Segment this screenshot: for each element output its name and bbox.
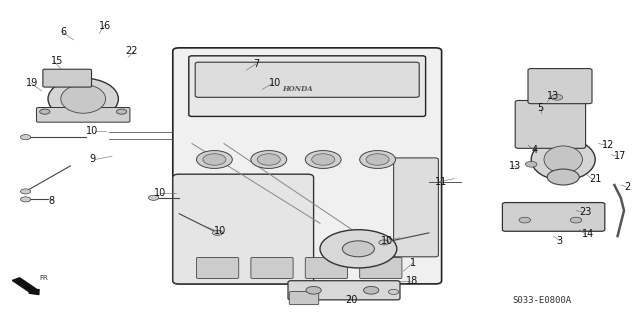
Text: 10: 10 (269, 78, 281, 88)
Text: 22: 22 (125, 46, 138, 56)
FancyBboxPatch shape (251, 257, 293, 278)
FancyBboxPatch shape (305, 257, 348, 278)
Circle shape (342, 241, 374, 257)
Text: 3: 3 (557, 236, 563, 246)
Text: HONDA: HONDA (282, 85, 313, 93)
Text: FR: FR (40, 275, 49, 281)
Circle shape (20, 135, 31, 140)
FancyBboxPatch shape (173, 174, 314, 284)
FancyBboxPatch shape (36, 108, 130, 122)
Text: 4: 4 (531, 145, 538, 155)
Ellipse shape (61, 85, 106, 113)
Text: 10: 10 (381, 236, 393, 246)
FancyBboxPatch shape (528, 69, 592, 104)
Text: 10: 10 (214, 226, 227, 236)
Circle shape (570, 217, 582, 223)
Text: 12: 12 (602, 140, 614, 150)
Circle shape (116, 109, 127, 114)
Circle shape (257, 154, 280, 165)
Circle shape (212, 230, 223, 235)
FancyBboxPatch shape (394, 158, 438, 257)
Text: 17: 17 (614, 151, 627, 161)
FancyBboxPatch shape (189, 56, 426, 116)
Text: 23: 23 (579, 207, 591, 217)
Text: 14: 14 (582, 229, 595, 240)
Text: 18: 18 (406, 276, 419, 286)
Circle shape (320, 230, 397, 268)
FancyBboxPatch shape (288, 281, 400, 300)
Text: 13: 13 (547, 91, 559, 101)
Circle shape (388, 289, 399, 294)
Circle shape (306, 286, 321, 294)
FancyBboxPatch shape (515, 100, 586, 148)
FancyBboxPatch shape (196, 257, 239, 278)
Text: 10: 10 (154, 188, 166, 198)
Circle shape (525, 161, 537, 167)
FancyBboxPatch shape (173, 48, 442, 284)
FancyBboxPatch shape (289, 292, 319, 305)
FancyArrow shape (12, 278, 39, 294)
Text: 5: 5 (538, 103, 544, 114)
Circle shape (20, 197, 31, 202)
FancyBboxPatch shape (360, 257, 402, 278)
Text: 11: 11 (435, 177, 447, 187)
Text: 8: 8 (48, 196, 54, 206)
Circle shape (148, 195, 159, 200)
Text: 19: 19 (26, 78, 38, 88)
Circle shape (196, 151, 232, 168)
Circle shape (40, 109, 50, 114)
Ellipse shape (48, 78, 118, 120)
Circle shape (251, 151, 287, 168)
Text: 7: 7 (253, 59, 259, 69)
Circle shape (305, 151, 341, 168)
Text: 13: 13 (509, 161, 521, 171)
Text: 9: 9 (90, 154, 96, 165)
FancyBboxPatch shape (195, 62, 419, 97)
Text: 15: 15 (51, 56, 63, 66)
Text: S033-E0800A: S033-E0800A (512, 296, 571, 305)
Circle shape (312, 154, 335, 165)
Circle shape (203, 154, 226, 165)
Text: 20: 20 (346, 295, 358, 305)
Text: 1: 1 (410, 258, 416, 268)
FancyBboxPatch shape (43, 69, 92, 87)
Circle shape (551, 94, 563, 100)
Circle shape (364, 286, 379, 294)
Text: 21: 21 (589, 174, 601, 184)
Circle shape (519, 217, 531, 223)
Text: 6: 6 (61, 27, 67, 37)
Circle shape (547, 169, 579, 185)
Circle shape (20, 189, 31, 194)
Ellipse shape (531, 139, 595, 180)
Text: 16: 16 (99, 20, 111, 31)
Circle shape (366, 154, 389, 165)
FancyBboxPatch shape (502, 203, 605, 231)
Circle shape (360, 151, 396, 168)
Circle shape (379, 240, 389, 245)
Text: 10: 10 (86, 126, 99, 136)
Ellipse shape (544, 146, 582, 173)
Text: 2: 2 (624, 182, 630, 192)
